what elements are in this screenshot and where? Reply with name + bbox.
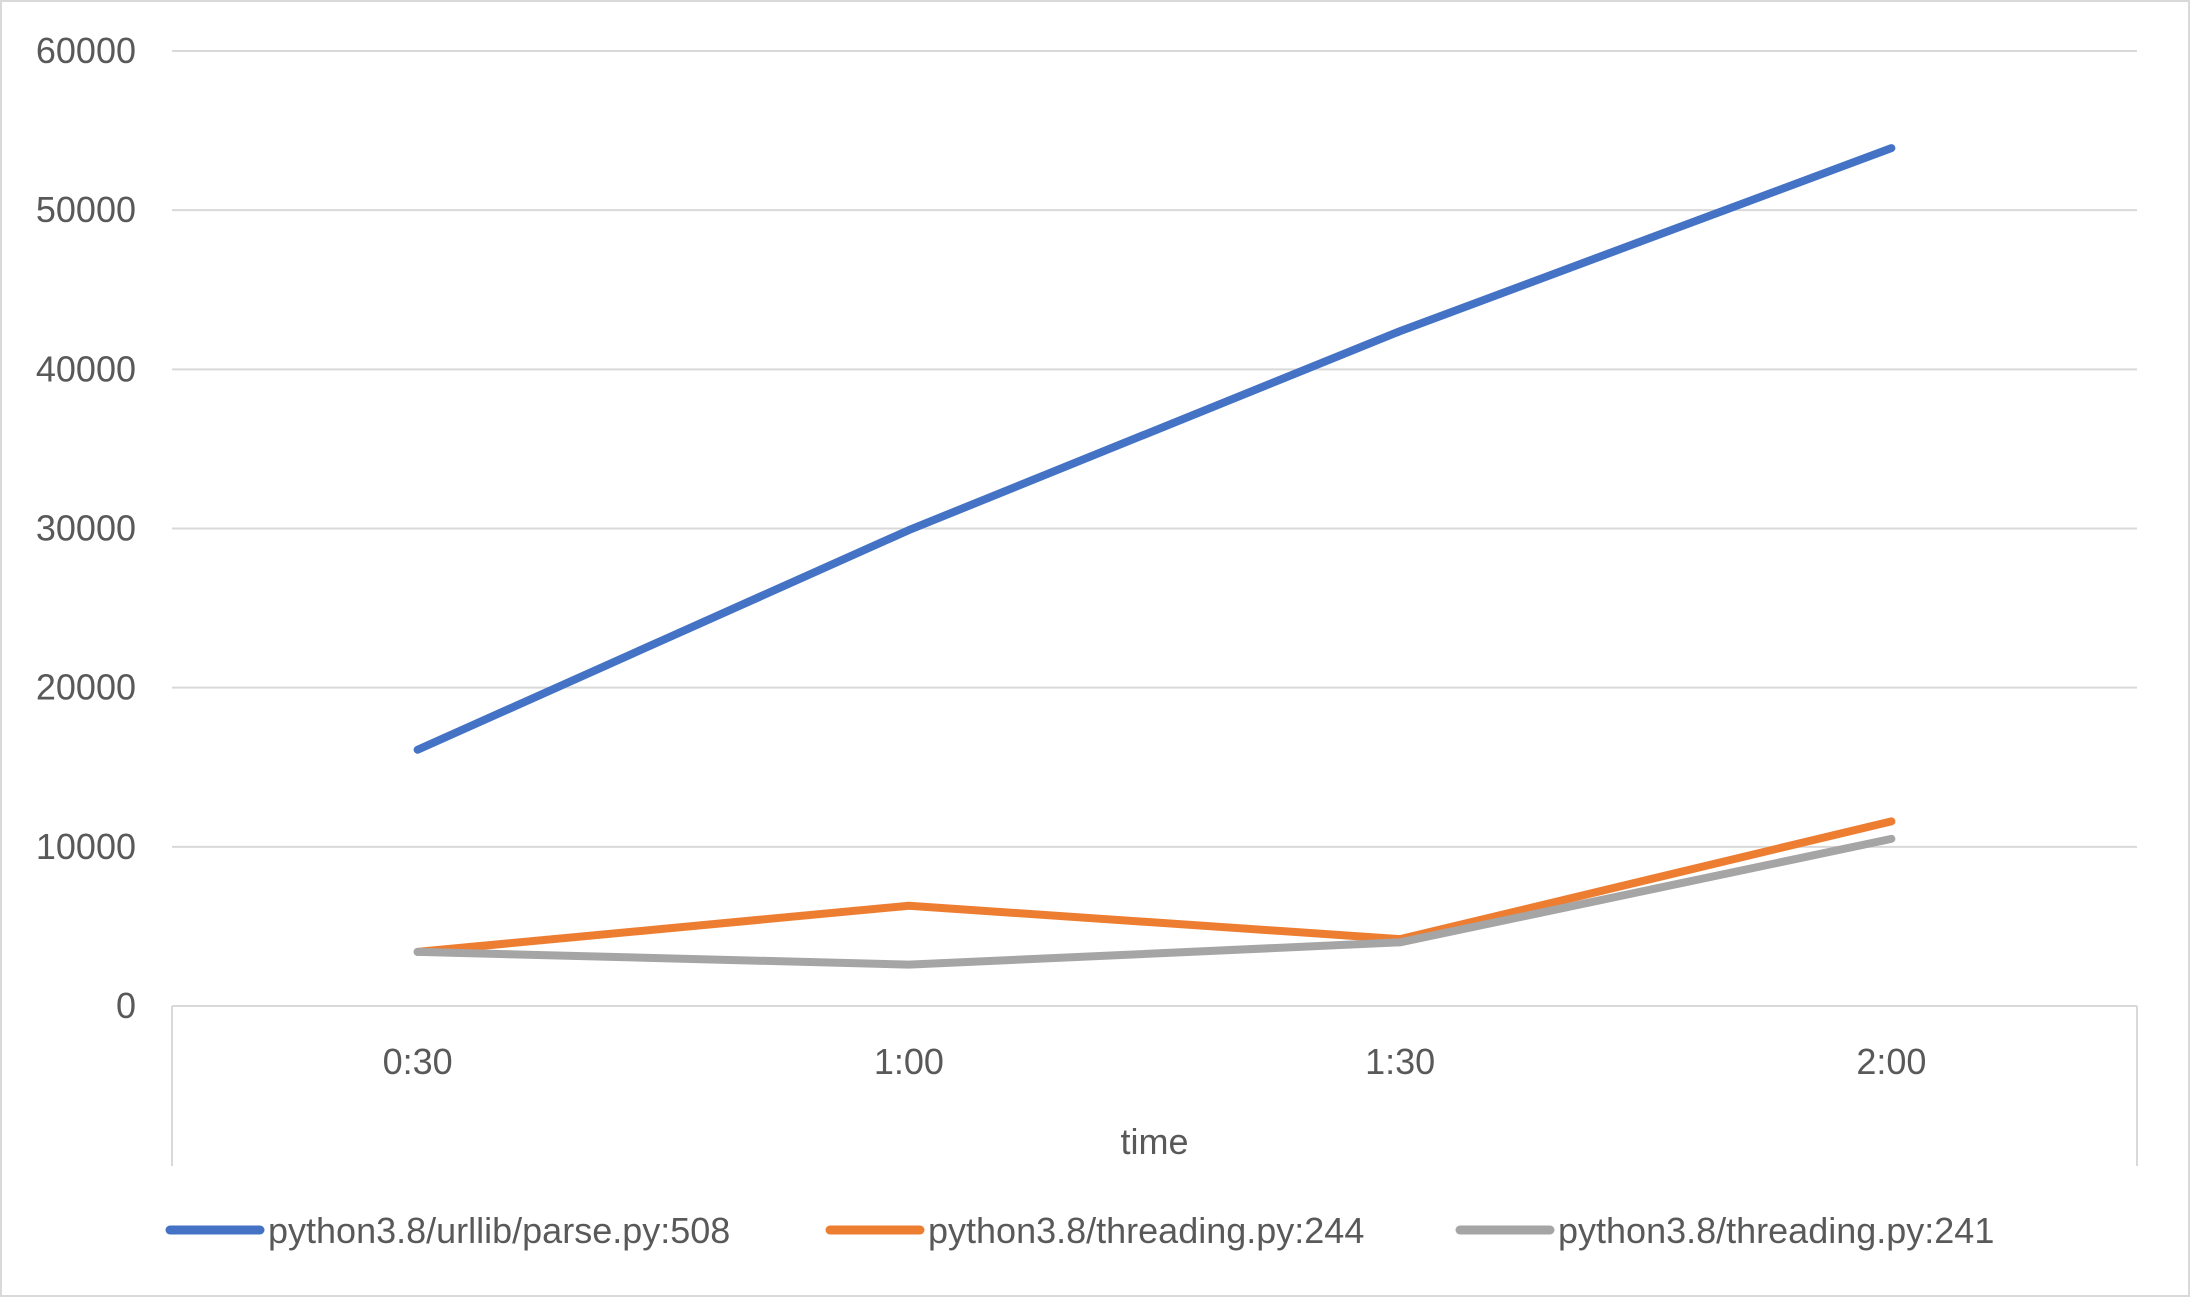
legend-label-3: python3.8/threading.py:241: [1558, 1210, 1994, 1251]
legend: python3.8/urllib/parse.py:508 python3.8/t…: [165, 1210, 1994, 1251]
series-line-1: [413, 144, 1896, 754]
y-tick-label: 20000: [36, 667, 136, 708]
y-tick-label: 30000: [36, 508, 136, 549]
series-lines: [413, 144, 1896, 969]
y-tick-label: 60000: [36, 30, 136, 71]
legend-label-2: python3.8/threading.py:244: [928, 1210, 1364, 1251]
y-tick-label: 0: [116, 985, 136, 1026]
y-tick-label: 40000: [36, 348, 136, 389]
gridlines: [172, 50, 2137, 1007]
series-line-2: [413, 817, 1896, 956]
tick-labels: 0 10000 20000 30000 40000 50000 60000 0:30 1:00 1…: [36, 30, 1927, 1082]
axes: [171, 1006, 2138, 1166]
x-tick-label: 0:30: [383, 1041, 453, 1082]
y-tick-label: 10000: [36, 826, 136, 867]
y-tick-label: 50000: [36, 189, 136, 230]
x-axis-title: time: [1120, 1121, 1188, 1162]
x-tick-label: 1:00: [874, 1041, 944, 1082]
series-line-3: [413, 834, 1896, 969]
x-tick-label: 1:30: [1365, 1041, 1435, 1082]
x-tick-label: 2:00: [1856, 1041, 1926, 1082]
legend-label-1: python3.8/urllib/parse.py:508: [268, 1210, 730, 1251]
